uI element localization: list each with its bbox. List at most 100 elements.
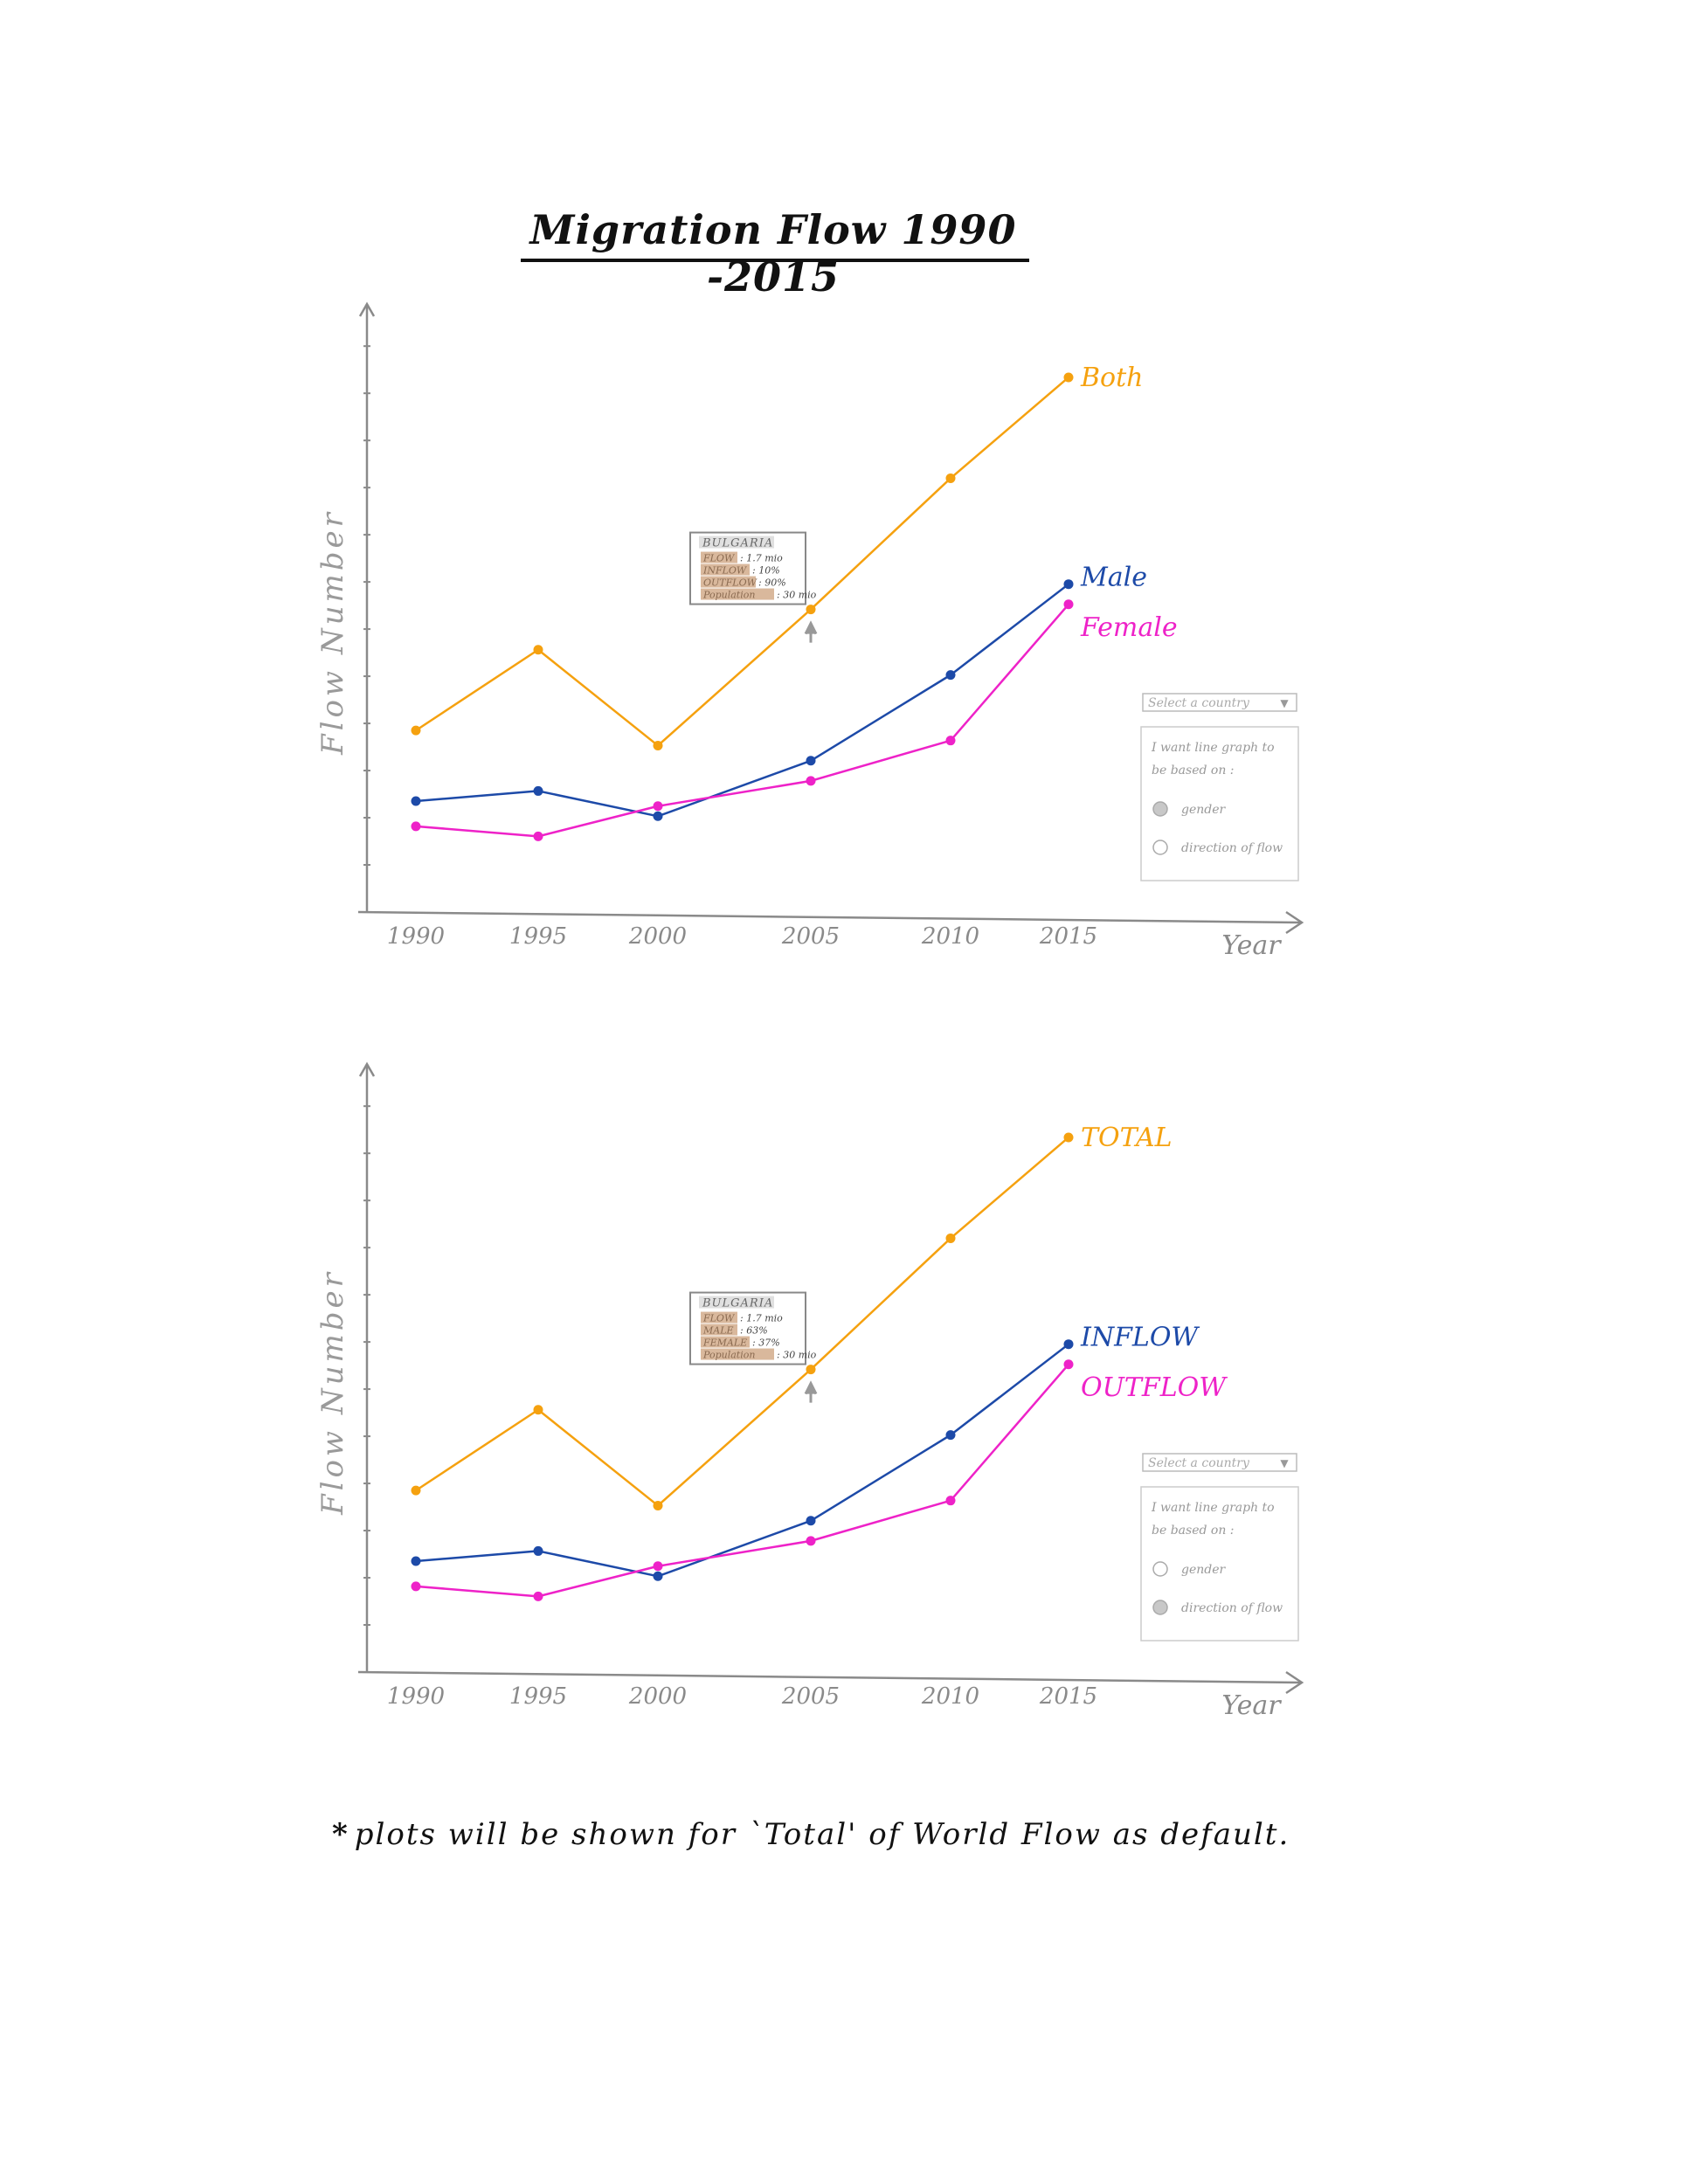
x-tick-label: 2000 (628, 1683, 687, 1710)
data-point[interactable] (653, 1500, 663, 1510)
data-point[interactable] (653, 740, 663, 750)
footnote: * plots will be shown for `Total' of Worl… (332, 1817, 1380, 1852)
data-point[interactable] (533, 1545, 543, 1556)
radio-gender[interactable] (1152, 1561, 1168, 1577)
tooltip-row-label: Population (702, 1350, 755, 1361)
x-tick-label: 1995 (509, 1683, 567, 1710)
data-point[interactable] (411, 821, 421, 832)
tooltip-row-label: INFLOW (702, 565, 748, 577)
data-point[interactable] (806, 1365, 816, 1375)
y-axis-label: Flow Number (315, 1269, 350, 1516)
data-point[interactable] (1063, 579, 1074, 590)
data-point[interactable] (806, 756, 816, 766)
data-point[interactable] (806, 776, 816, 786)
y-axis-label: Flow Number (315, 509, 350, 756)
data-point[interactable] (945, 1496, 956, 1506)
country-select-placeholder: Select a country (1148, 696, 1250, 710)
data-point[interactable] (945, 670, 956, 681)
data-point[interactable] (411, 725, 421, 736)
data-point[interactable] (1063, 1339, 1074, 1350)
data-point[interactable] (411, 1485, 421, 1496)
options-question-line2: be based on : (1152, 1524, 1235, 1538)
x-axis-arrow (1285, 1670, 1304, 1695)
tooltip-row-value: : 90% (758, 577, 786, 589)
tooltip-row-value: : 37% (752, 1337, 780, 1349)
data-point[interactable] (945, 473, 956, 483)
data-point[interactable] (653, 1561, 663, 1572)
data-point[interactable] (653, 1571, 663, 1581)
tooltip-row-value: : 10% (752, 565, 780, 577)
series-label-total: TOTAL (1081, 1123, 1173, 1153)
data-point[interactable] (411, 1556, 421, 1566)
country-select[interactable]: Select a country ▼ (1142, 1453, 1297, 1472)
tooltip-country-highlight (699, 1296, 774, 1309)
x-tick-label: 1990 (387, 923, 445, 950)
tooltip-country: BULGARIA (702, 537, 773, 550)
chart-svg-gender: Flow Number 1990 1995 2000 2005 2010 2015 Year B… (315, 301, 1304, 961)
radio-label: gender (1181, 803, 1227, 817)
radio-label: gender (1181, 1563, 1227, 1577)
x-axis-label: Year (1221, 930, 1282, 961)
x-tick-label: 2005 (781, 923, 840, 950)
data-point[interactable] (533, 1591, 543, 1601)
country-select-box[interactable] (1142, 1453, 1297, 1472)
x-axis-arrow (1285, 910, 1304, 935)
data-point[interactable] (533, 1405, 543, 1415)
x-tick-label: 2005 (781, 1683, 840, 1710)
tooltip-row-label: OUTFLOW (703, 577, 758, 589)
tooltip-row-label: FLOW (702, 1313, 736, 1324)
tooltip-row-value: : 1.7 mio (740, 1313, 783, 1324)
data-point[interactable] (533, 785, 543, 796)
data-point[interactable] (653, 801, 663, 812)
series-label-inflow: INFLOW (1080, 1323, 1200, 1353)
series-label-female: Female (1080, 612, 1178, 643)
data-point[interactable] (533, 831, 543, 841)
options-question-line2: be based on : (1152, 764, 1235, 778)
country-select-box[interactable] (1142, 693, 1297, 712)
data-point[interactable] (945, 1233, 956, 1243)
country-select[interactable]: Select a country ▼ (1142, 693, 1297, 712)
radio-label: direction of flow (1181, 841, 1283, 855)
tooltip-row-label: Population (702, 590, 755, 601)
data-point[interactable] (411, 796, 421, 806)
data-point[interactable] (1063, 372, 1074, 383)
x-tick-label: 2015 (1039, 923, 1097, 950)
tooltip-label-highlight (701, 588, 774, 600)
data-point[interactable] (1063, 1359, 1074, 1370)
data-point[interactable] (806, 605, 816, 615)
radio-direction-of-flow[interactable] (1152, 840, 1168, 855)
x-axis-label: Year (1221, 1690, 1282, 1721)
options-question-line1: I want line graph to (1151, 1501, 1275, 1515)
tooltip-country: BULGARIA (702, 1297, 773, 1310)
series-line-male (415, 583, 1069, 818)
tooltip: BULGARIA FLOW: 1.7 mio MALE: 63%FEMALE: 37… (689, 1291, 817, 1365)
series-line-female (415, 603, 1069, 838)
tooltip-row-value: : 63% (740, 1325, 768, 1337)
data-point[interactable] (806, 1516, 816, 1526)
tooltip-label-highlight (701, 1336, 750, 1348)
x-tick-label: 2015 (1039, 1683, 1097, 1710)
data-point[interactable] (653, 811, 663, 821)
radio-label: direction of flow (1181, 1601, 1283, 1615)
tooltip-label-highlight (701, 1348, 774, 1360)
y-axis-arrow (358, 1061, 376, 1077)
data-point[interactable] (806, 1536, 816, 1546)
radio-gender[interactable] (1152, 801, 1168, 817)
data-point[interactable] (1063, 1132, 1074, 1143)
radio-direction-of-flow[interactable] (1152, 1600, 1168, 1615)
hover-pointer-icon (804, 1380, 818, 1403)
footnote-star: * (332, 1817, 349, 1852)
data-point[interactable] (1063, 599, 1074, 610)
data-point[interactable] (945, 736, 956, 746)
data-point[interactable] (945, 1430, 956, 1441)
x-tick-label: 2000 (628, 923, 687, 950)
tooltip-row-value: : 30 mio (777, 1350, 817, 1361)
x-tick-label: 2010 (921, 1683, 979, 1710)
data-point[interactable] (533, 645, 543, 655)
series-label-male: Male (1080, 563, 1147, 593)
title-underline (521, 259, 1029, 262)
data-point[interactable] (411, 1581, 421, 1592)
chevron-down-icon: ▼ (1280, 697, 1289, 709)
series-line-inflow (415, 1343, 1069, 1578)
